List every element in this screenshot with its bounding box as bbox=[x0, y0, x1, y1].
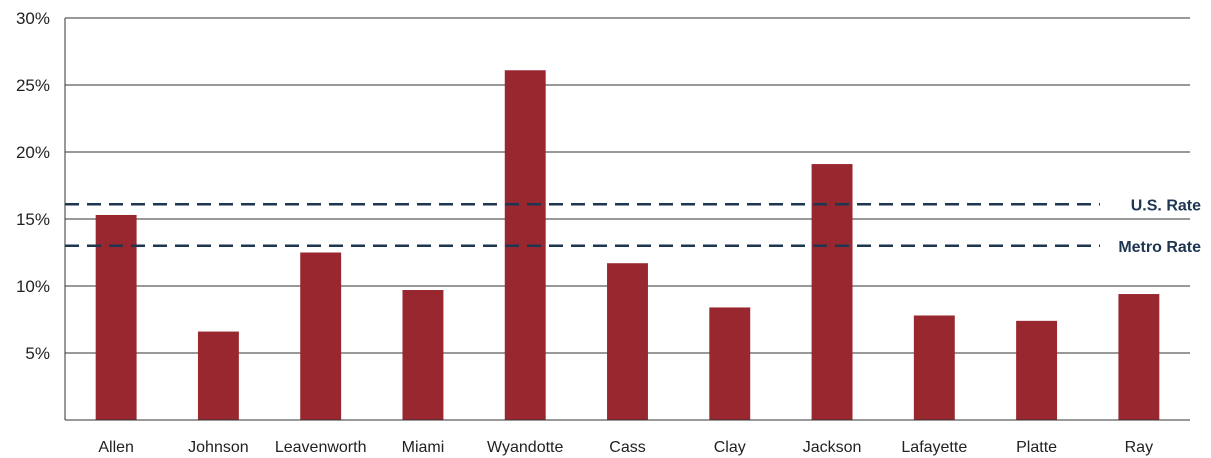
reference-line-label: U.S. Rate bbox=[1131, 197, 1201, 214]
axes bbox=[64, 18, 1190, 421]
bar-cass bbox=[607, 263, 648, 420]
bar-platte bbox=[1016, 320, 1058, 420]
bar-clay bbox=[709, 307, 751, 420]
x-tick-label: Platte bbox=[1016, 439, 1057, 456]
x-tick-label: Ray bbox=[1125, 439, 1153, 456]
bar-miami bbox=[402, 290, 444, 420]
y-tick-label: 10% bbox=[16, 277, 50, 296]
x-tick-label: Allen bbox=[98, 439, 134, 456]
x-tick-label: Leavenworth bbox=[275, 439, 367, 456]
reference-lines: U.S. Rate Metro Rate bbox=[65, 197, 1201, 256]
y-tick-labels: 5% 10% 15% 20% 25% 30% bbox=[16, 9, 50, 363]
y-tick-label: 25% bbox=[16, 76, 50, 95]
x-tick-label: Jackson bbox=[803, 439, 862, 456]
bar-jackson bbox=[811, 164, 853, 420]
x-tick-label: Johnson bbox=[188, 439, 249, 456]
bar-ray bbox=[1118, 294, 1160, 420]
x-tick-label: Cass bbox=[609, 439, 645, 456]
x-tick-labels: Allen Johnson Leavenworth Miami Wyandotte Cas… bbox=[98, 439, 1153, 456]
reference-line-label: Metro Rate bbox=[1118, 239, 1201, 256]
x-tick-label: Clay bbox=[714, 439, 746, 456]
x-tick-label: Lafayette bbox=[901, 439, 967, 456]
bar-allen bbox=[95, 214, 137, 420]
x-tick-label: Miami bbox=[402, 439, 445, 456]
bar-leavenworth bbox=[300, 252, 342, 420]
x-tick-label: Wyandotte bbox=[487, 439, 563, 456]
gridlines bbox=[65, 17, 1190, 354]
y-tick-label: 5% bbox=[25, 344, 50, 363]
bar-lafayette bbox=[913, 315, 955, 420]
y-tick-label: 15% bbox=[16, 210, 50, 229]
bars bbox=[95, 70, 1160, 420]
y-tick-label: 30% bbox=[16, 9, 50, 28]
bar-johnson bbox=[197, 331, 239, 420]
y-tick-label: 20% bbox=[16, 143, 50, 162]
